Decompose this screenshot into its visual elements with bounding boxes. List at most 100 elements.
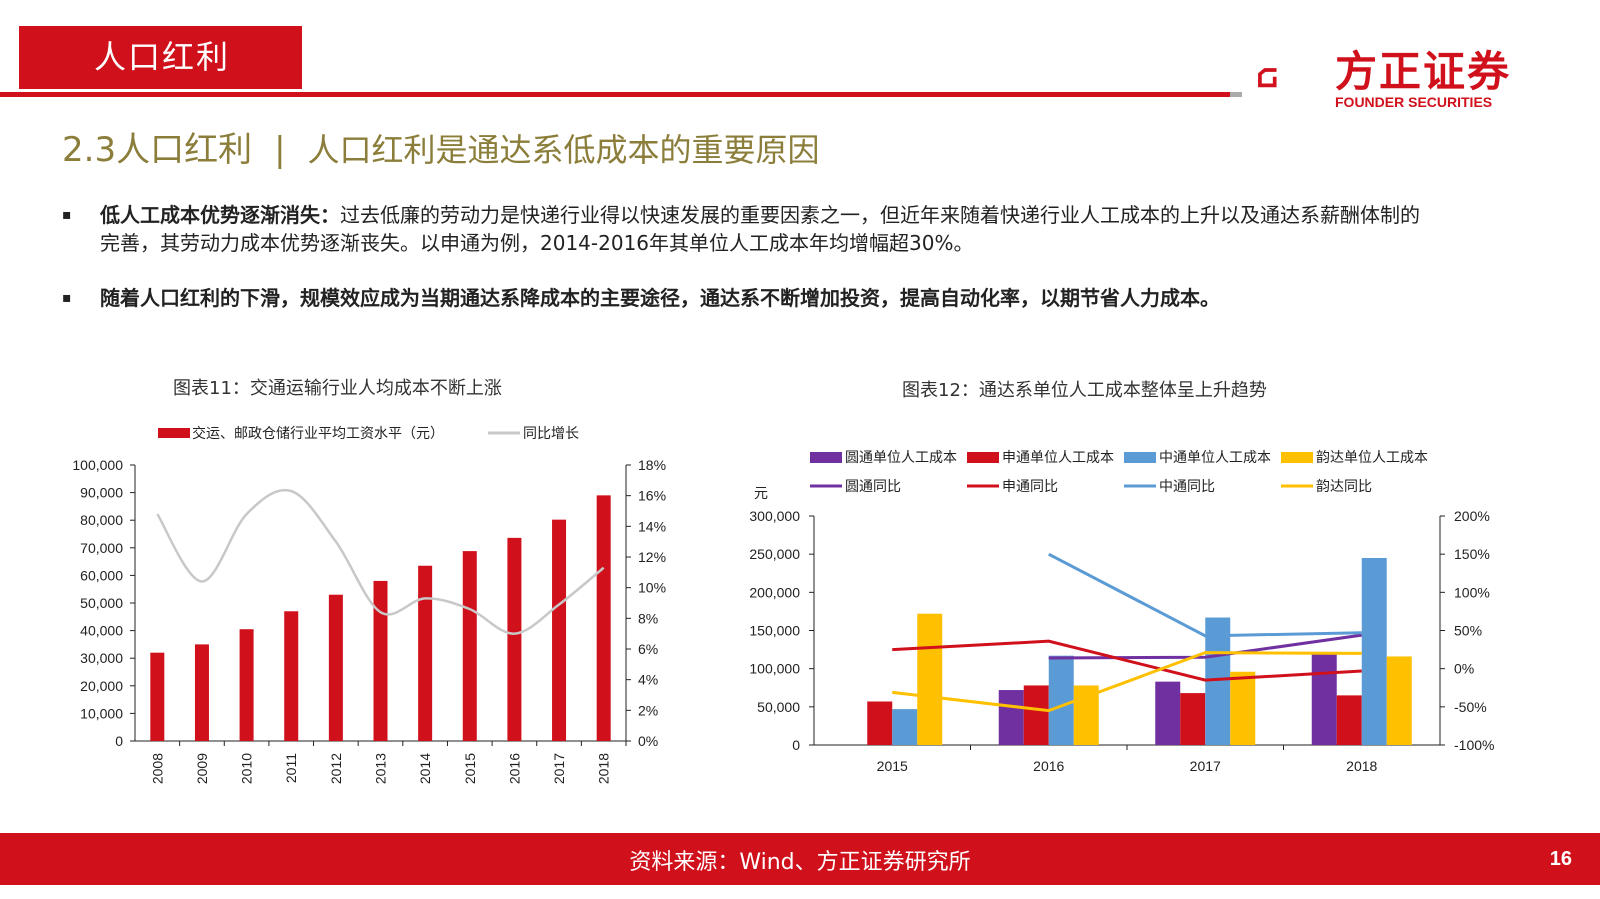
line-yoy <box>892 651 1362 713</box>
x-tick-label: 2018 <box>1346 758 1377 774</box>
bar-wage <box>150 652 165 741</box>
left-tick-label: 20,000 <box>80 678 123 694</box>
legend-label-line: 圆通同比 <box>845 478 901 494</box>
bar-unit-cost <box>1336 695 1362 745</box>
left-tick-label: 200,000 <box>749 584 800 600</box>
left-tick-label: 50,000 <box>757 699 800 715</box>
bar-wage <box>552 519 567 741</box>
header-rule <box>0 92 1240 97</box>
left-tick-label: 90,000 <box>80 485 123 501</box>
line-yoy <box>1048 633 1362 660</box>
legend-label-bar: 申通单位人工成本 <box>1002 449 1114 465</box>
left-axis-unit: 元 <box>754 485 768 501</box>
left-tick-label: 50,000 <box>80 595 123 611</box>
right-tick-label: 18% <box>638 457 666 473</box>
bar-wage <box>462 551 477 741</box>
legend-swatch-wage <box>158 428 190 438</box>
title-separator: | <box>274 130 286 170</box>
x-tick-label: 2017 <box>1190 758 1221 774</box>
bar-unit-cost <box>1311 653 1337 745</box>
left-tick-label: 40,000 <box>80 623 123 639</box>
left-tick-label: 60,000 <box>80 567 123 583</box>
page-title: 2.3人口红利 | 人口红利是通达系低成本的重要原因 <box>62 122 820 171</box>
x-tick-label: 2010 <box>239 753 255 784</box>
x-tick-label: 2009 <box>194 753 210 784</box>
bar-unit-cost <box>1361 557 1387 745</box>
x-tick-label: 2008 <box>149 753 165 784</box>
bullet-body: 过去低廉的劳动力是快递行业得以快速发展的重要因素之一，但近年来随着快递行业人工成… <box>100 203 1420 255</box>
bar-unit-cost <box>998 690 1024 745</box>
right-tick-label: 8% <box>638 610 658 626</box>
bar-wage <box>507 537 522 741</box>
bar-unit-cost <box>1048 655 1074 745</box>
bullet-mark: ▪ <box>62 207 72 223</box>
logo-english: FOUNDER SECURITIES <box>1335 94 1493 110</box>
founder-logo-icon <box>1258 68 1277 88</box>
right-tick-label: -50% <box>1454 699 1487 715</box>
right-tick-label: 200% <box>1454 508 1490 524</box>
x-tick-label: 2018 <box>596 753 612 784</box>
x-tick-label: 2011 <box>283 753 299 783</box>
right-tick-label: -100% <box>1454 737 1494 753</box>
right-tick-label: 16% <box>638 488 666 504</box>
line-yoy <box>156 488 605 635</box>
right-tick-label: 0% <box>1454 661 1474 677</box>
left-tick-label: 10,000 <box>80 705 123 721</box>
right-tick-label: 10% <box>638 580 666 596</box>
left-tick-label: 100,000 <box>72 457 123 473</box>
footer-source: 资料来源：Wind、方正证券研究所 <box>629 850 971 875</box>
x-tick-label: 2015 <box>462 753 478 784</box>
legend-label-line: 中通同比 <box>1159 478 1215 494</box>
x-tick-label: 2016 <box>1033 758 1064 774</box>
legend-label-bar: 圆通单位人工成本 <box>845 449 957 465</box>
legend-label-line: 韵达同比 <box>1316 478 1372 494</box>
legend-swatch-bar <box>1124 452 1156 463</box>
left-tick-label: 150,000 <box>749 623 800 639</box>
bar-unit-cost <box>1230 671 1256 745</box>
left-tick-label: 70,000 <box>80 540 123 556</box>
left-tick-label: 0 <box>792 737 800 753</box>
right-tick-label: 100% <box>1454 584 1490 600</box>
chart1-title: 图表11：交通运输行业人均成本不断上涨 <box>173 378 502 399</box>
right-tick-label: 50% <box>1454 623 1482 639</box>
left-tick-label: 250,000 <box>749 546 800 562</box>
legend-swatch-bar <box>967 452 999 463</box>
page-number: 16 <box>1549 848 1572 870</box>
bar-unit-cost <box>1386 656 1412 745</box>
bullet-text: 低人工成本优势逐渐消失：过去低廉的劳动力是快递行业得以快速发展的重要因素之一，但… <box>100 201 1420 257</box>
legend-label-bar: 中通单位人工成本 <box>1159 449 1271 465</box>
legend-label-line: 申通同比 <box>1002 478 1058 494</box>
right-tick-label: 12% <box>638 549 666 565</box>
bullet-bold: 随着人口红利的下滑，规模效应成为当期通达系降成本的主要途径，通达系不断增加投资，… <box>100 286 1220 310</box>
bar-unit-cost <box>867 701 893 745</box>
bar-unit-cost <box>892 709 918 745</box>
bar-wage <box>596 495 611 741</box>
bullet-bold: 低人工成本优势逐渐消失： <box>100 203 340 227</box>
title-prefix: 2.3人口红利 <box>62 130 253 170</box>
right-tick-label: 6% <box>638 641 658 657</box>
logo-name: 方正证券 <box>1335 47 1512 96</box>
title-subtitle: 人口红利是通达系低成本的重要原因 <box>307 131 820 169</box>
x-tick-label: 2012 <box>328 753 344 784</box>
legend-swatch-bar <box>1281 452 1313 463</box>
bullet-text: 随着人口红利的下滑，规模效应成为当期通达系降成本的主要途径，通达系不断增加投资，… <box>100 284 1420 312</box>
left-tick-label: 300,000 <box>749 508 800 524</box>
left-tick-label: 80,000 <box>80 512 123 528</box>
x-tick-label: 2014 <box>417 753 433 784</box>
x-tick-label: 2015 <box>877 758 908 774</box>
right-tick-label: 150% <box>1454 546 1490 562</box>
bullet-mark: ▪ <box>62 290 72 306</box>
legend-label-yoy: 同比增长 <box>523 425 579 441</box>
bar-wage <box>373 580 388 741</box>
bar-unit-cost <box>1155 681 1181 745</box>
bar-wage <box>284 611 299 741</box>
right-tick-label: 0% <box>638 733 658 749</box>
bar-wage <box>194 644 209 741</box>
x-tick-label: 2016 <box>506 753 522 784</box>
chart1-wage-chart: 交运、邮政仓储行业平均工资水平（元） 同比增长 100,000 90,000 80,00… <box>72 425 666 784</box>
header-rule-end <box>1230 92 1242 97</box>
bar-unit-cost <box>1180 693 1206 745</box>
legend-label-bar: 韵达单位人工成本 <box>1316 449 1428 465</box>
line-yoy <box>892 639 1362 682</box>
